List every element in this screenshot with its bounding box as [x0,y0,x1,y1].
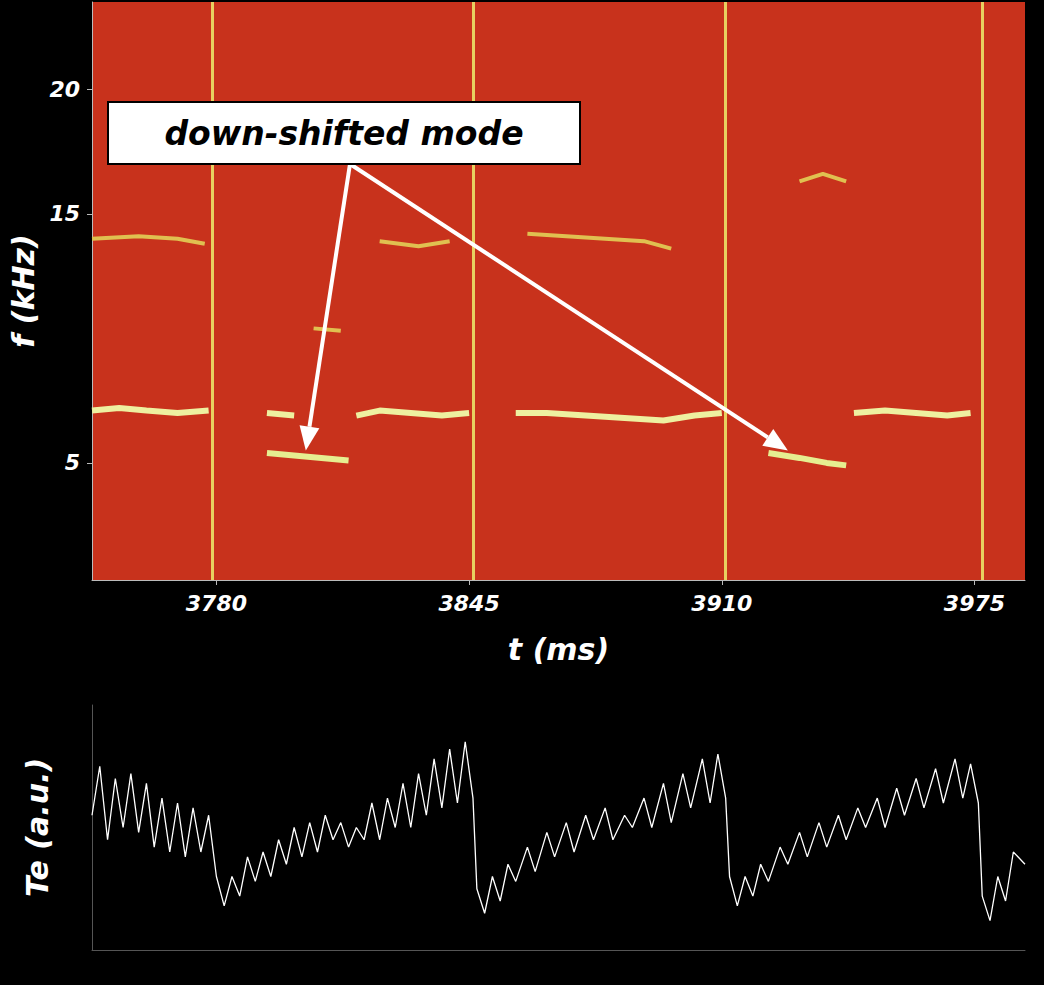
svg-text:3845: 3845 [438,591,499,616]
svg-text:5: 5 [65,450,80,475]
svg-text:3910: 3910 [691,591,752,616]
svg-text:3780: 3780 [186,591,247,616]
svg-text:t (ms): t (ms) [508,632,609,667]
svg-text:Te (a.u.): Te (a.u.) [20,758,55,897]
svg-text:f (kHz): f (kHz) [6,234,41,347]
svg-text:15: 15 [49,201,80,226]
svg-text:20: 20 [49,77,80,102]
svg-text:3975: 3975 [944,591,1005,616]
svg-text:down-shifted mode: down-shifted mode [164,114,523,153]
